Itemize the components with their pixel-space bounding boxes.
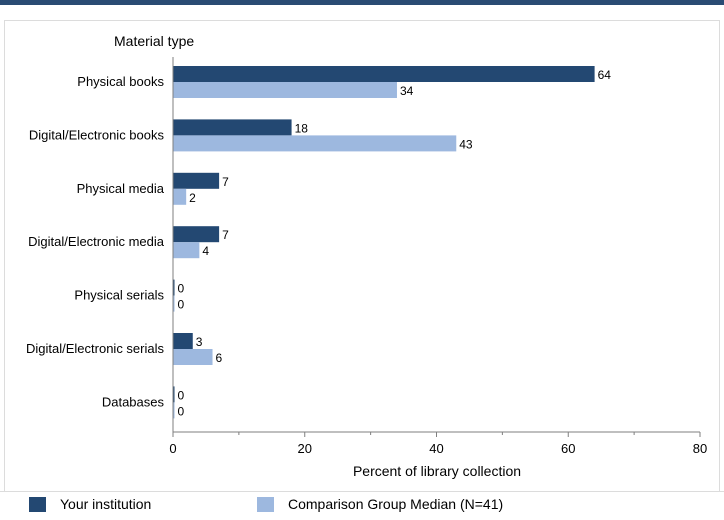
category-label-digital-electronic-media: Digital/Electronic media (28, 234, 165, 249)
legend-swatch-comparison-median (257, 496, 274, 512)
data-label-physical-serials-series-1: 0 (178, 298, 185, 312)
bar-digital-electronic-serials-series-1 (173, 349, 213, 365)
bar-databases-series-0 (173, 386, 175, 403)
x-axis: 0 20 40 60 80 (169, 57, 707, 456)
x-axis-title: Percent of library collection (353, 463, 521, 479)
bar-databases-series-1 (173, 402, 175, 419)
bar-physical-serials-series-0 (173, 279, 175, 296)
legend-swatch-your-institution (29, 496, 46, 512)
category-label-databases: Databases (102, 394, 165, 409)
legend: Your institution Comparison Group Median… (0, 491, 724, 520)
x-tick-label: 20 (298, 441, 312, 456)
data-label-digital-electronic-serials-series-0: 3 (196, 335, 203, 349)
top-accent-bar (0, 0, 724, 5)
category-axis-title: Material type (114, 33, 194, 49)
data-label-physical-books-series-1: 34 (400, 84, 414, 98)
bar-chart: Material type Physical books 6434Digital/… (26, 33, 707, 479)
data-label-digital-electronic-media-series-0: 7 (222, 228, 229, 242)
bar-physical-serials-series-1 (173, 295, 175, 312)
data-label-physical-books-series-0: 64 (598, 68, 612, 82)
category-label-physical-books: Physical books (77, 74, 164, 89)
bar-physical-media-series-0 (173, 172, 220, 189)
data-label-digital-electronic-books-series-1: 43 (459, 137, 473, 151)
bar-digital-electronic-books-series-1 (173, 135, 457, 152)
data-label-physical-serials-series-0: 0 (178, 282, 185, 296)
bar-digital-electronic-books-series-0 (173, 119, 292, 136)
data-label-digital-electronic-books-series-0: 18 (295, 121, 309, 135)
data-label-databases-series-1: 0 (178, 404, 185, 418)
x-tick-label: 60 (561, 441, 575, 456)
bar-physical-books-series-0 (173, 66, 595, 82)
legend-label-your-institution: Your institution (60, 496, 152, 512)
x-tick-label: 80 (693, 441, 707, 456)
category-label-digital-electronic-serials: Digital/Electronic serials (26, 341, 164, 356)
bar-physical-books-series-1 (173, 82, 397, 98)
bar-digital-electronic-media-series-0 (173, 226, 220, 243)
data-label-physical-media-series-0: 7 (222, 175, 229, 189)
data-label-digital-electronic-serials-series-1: 6 (216, 351, 223, 365)
bar-physical-media-series-1 (173, 188, 187, 205)
data-label-databases-series-0: 0 (178, 388, 185, 402)
x-tick-label: 0 (169, 441, 176, 456)
category-label-physical-media: Physical media (77, 181, 165, 196)
legend-item-your-institution: Your institution (29, 496, 151, 512)
category-label-digital-electronic-books: Digital/Electronic books (29, 127, 165, 142)
data-label-physical-media-series-1: 2 (189, 191, 196, 205)
bar-digital-electronic-media-series-1 (173, 242, 200, 259)
legend-item-comparison-median: Comparison Group Median (N=41) (257, 496, 503, 512)
data-label-digital-electronic-media-series-1: 4 (202, 244, 209, 258)
x-tick-label: 40 (429, 441, 443, 456)
legend-label-comparison-median: Comparison Group Median (N=41) (288, 496, 504, 512)
category-label-physical-serials: Physical serials (74, 288, 164, 303)
bar-digital-electronic-serials-series-0 (173, 333, 193, 349)
